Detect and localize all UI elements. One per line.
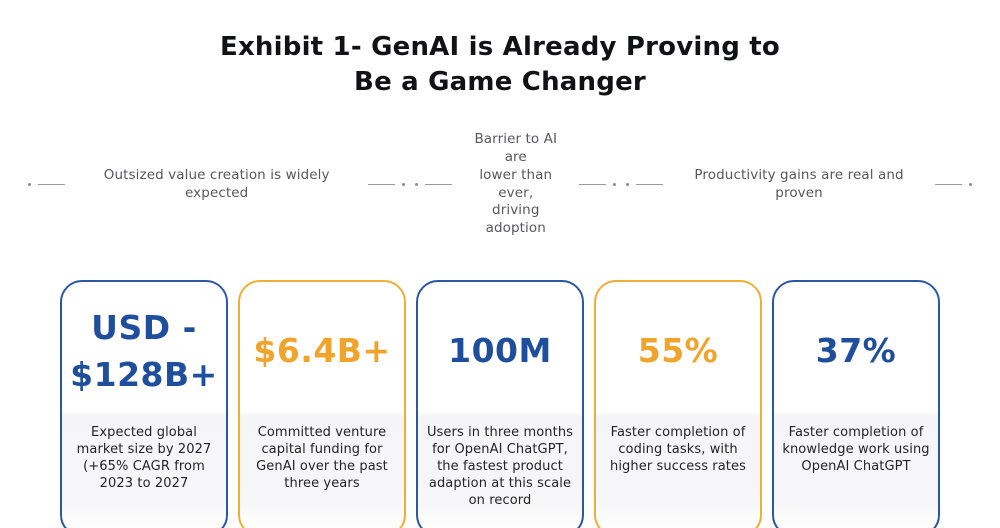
stat-card-knowledge-work: 37% Faster completion of knowledge work … [772, 280, 940, 528]
stat-card-chatgpt-users: 100M Users in three months for OpenAI Ch… [416, 280, 584, 528]
stat-value: $6.4B+ [253, 331, 391, 371]
stat-description: Faster completion of knowledge work usin… [782, 425, 930, 474]
stat-value: 100M [448, 331, 552, 371]
connector-dot [626, 183, 630, 187]
stat-card-vc-funding: $6.4B+ Committed venture capital funding… [238, 280, 406, 528]
connector-line [636, 184, 664, 186]
section-header-row: Outsized value creation is widely expect… [0, 131, 1000, 238]
exhibit-infographic: Exhibit 1- GenAI is Already Proving to B… [0, 30, 1000, 528]
connector-line [38, 184, 65, 186]
stat-value: 37% [815, 331, 897, 371]
connector-dot [613, 183, 617, 187]
stat-description: Users in three months for OpenAI ChatGPT… [426, 425, 574, 508]
connector-line [368, 184, 396, 186]
connector-dot [28, 183, 31, 187]
section-label: Outsized value creation is widely expect… [103, 166, 330, 201]
stat-value: USD - $128B+ [70, 307, 218, 394]
stat-card-market-size: USD - $128B+ Expected global market size… [60, 280, 228, 528]
section-barrier: Barrier to AI are lower than ever, drivi… [415, 131, 617, 238]
page-title: Exhibit 1- GenAI is Already Proving to B… [220, 32, 780, 97]
connector-dot [969, 183, 972, 187]
connector-line [425, 184, 453, 186]
connector-dot [415, 183, 419, 187]
section-value-creation: Outsized value creation is widely expect… [28, 166, 406, 203]
stat-description: Committed venture capital funding for Ge… [256, 425, 388, 491]
stat-card-coding-tasks: 55% Faster completion of coding tasks, w… [594, 280, 762, 528]
stat-description: Expected global market size by 2027 (+65… [76, 425, 212, 491]
section-label: Barrier to AI are lower than ever, drivi… [474, 131, 558, 237]
connector-line [935, 184, 962, 186]
connector-line [579, 184, 607, 186]
stat-value: 55% [637, 331, 719, 371]
stat-cards-row: USD - $128B+ Expected global market size… [0, 280, 1000, 528]
stat-description: Faster completion of coding tasks, with … [610, 425, 746, 474]
section-label: Productivity gains are real and proven [694, 166, 904, 201]
connector-dot [402, 183, 406, 187]
section-productivity: Productivity gains are real and proven [626, 167, 972, 203]
